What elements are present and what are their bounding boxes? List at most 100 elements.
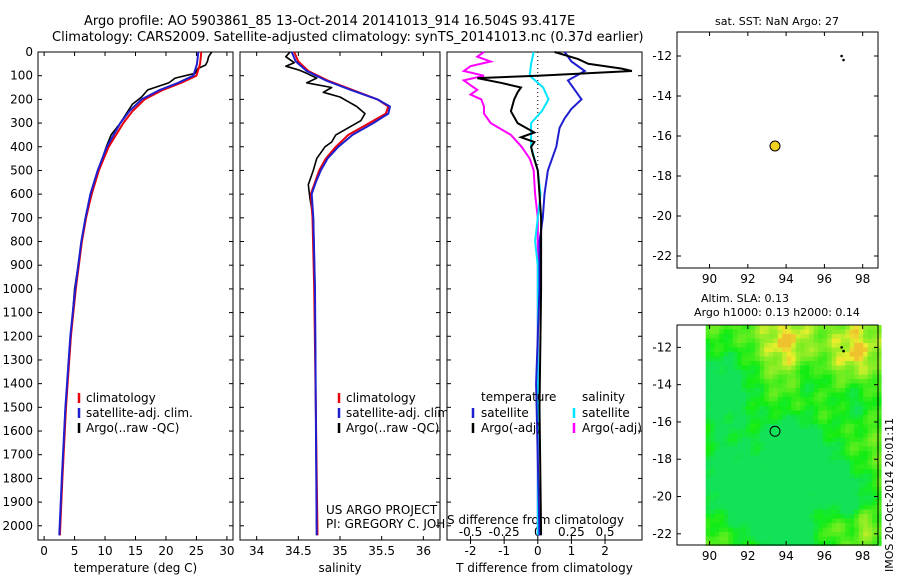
heatmap-cell (741, 325, 747, 330)
heatmap-cell (863, 478, 869, 483)
heatmap-cell (764, 536, 770, 542)
heatmap-cell (818, 424, 824, 429)
heatmap-cell (759, 361, 765, 366)
heatmap-cell (714, 356, 720, 362)
heatmap-cell (782, 424, 788, 429)
heatmap-cell (791, 518, 797, 524)
heatmap-cell (795, 460, 801, 465)
heatmap-cell (732, 532, 738, 537)
heatmap-cell (858, 442, 864, 447)
heatmap-cell (854, 442, 860, 447)
heatmap-cell (867, 343, 873, 348)
heatmap-cell (845, 329, 851, 335)
heatmap-cell (795, 352, 801, 357)
heatmap-cell (854, 406, 860, 411)
heatmap-cell (746, 532, 752, 537)
heatmap-cell (876, 532, 882, 537)
heatmap-cell (750, 334, 756, 339)
heatmap-cell (777, 419, 783, 425)
heatmap-cell (755, 509, 761, 515)
heatmap-cell (714, 514, 720, 519)
heatmap-cell (737, 356, 743, 362)
heatmap-cell (827, 455, 833, 461)
heatmap-cell (818, 410, 824, 416)
heatmap-cell (782, 356, 788, 362)
heatmap-cell (732, 352, 738, 357)
heatmap-cell (809, 460, 815, 465)
heatmap-cell (867, 500, 873, 506)
heatmap-cell (737, 460, 743, 465)
heatmap-cell (755, 388, 761, 393)
heatmap-cell (732, 365, 738, 371)
heatmap-cell (791, 514, 797, 519)
heatmap-cell (764, 406, 770, 411)
heatmap-cell (777, 347, 783, 353)
heatmap-cell (777, 491, 783, 497)
heatmap-cell (831, 509, 837, 515)
heatmap-cell (800, 514, 806, 519)
heatmap-cell (845, 365, 851, 371)
heatmap-cell (822, 442, 828, 447)
heatmap-cell (876, 325, 882, 330)
heatmap-cell (849, 329, 855, 335)
heatmap-cell (872, 469, 878, 474)
heatmap-cell (872, 329, 878, 335)
heatmap-cell (858, 473, 864, 479)
heatmap-cell (804, 365, 810, 371)
heatmap-cell (854, 365, 860, 371)
heatmap-cell (723, 437, 729, 443)
heatmap-cell (840, 446, 846, 452)
heatmap-cell (773, 518, 779, 524)
x-tick-label: 2 (601, 544, 609, 558)
heatmap-cell (836, 514, 842, 519)
heatmap-cell (764, 343, 770, 348)
heatmap-cell (863, 374, 869, 380)
heatmap-cell (732, 487, 738, 492)
heatmap-cell (759, 527, 765, 533)
heatmap-cell (714, 455, 720, 461)
heatmap-cell (714, 460, 720, 465)
heatmap-cell (800, 532, 806, 537)
heatmap-cell (872, 401, 878, 407)
heatmap-cell (759, 392, 765, 398)
heatmap-cell (750, 505, 756, 510)
heatmap-cell (746, 541, 752, 546)
heatmap-cell (809, 392, 815, 398)
heatmap-cell (840, 392, 846, 398)
heatmap-cell (737, 343, 743, 348)
heatmap-cell (863, 428, 869, 434)
heatmap-cell (755, 460, 761, 465)
heatmap-cell (863, 370, 869, 375)
heatmap-cell (804, 428, 810, 434)
heatmap-cell (773, 406, 779, 411)
heatmap-cell (800, 487, 806, 492)
heatmap-cell (863, 482, 869, 488)
heatmap-cell (786, 428, 792, 434)
heatmap-cell (791, 343, 797, 348)
heatmap-cell (804, 487, 810, 492)
heatmap-cell (777, 388, 783, 393)
heatmap-cell (876, 347, 882, 353)
heatmap-cell (719, 343, 725, 348)
heatmap-cell (719, 514, 725, 519)
heatmap-cell (723, 329, 729, 335)
heatmap-cell (800, 424, 806, 429)
heatmap-cell (741, 419, 747, 425)
heatmap-cell (822, 437, 828, 443)
heatmap-cell (750, 541, 756, 546)
heatmap-cell (728, 410, 734, 416)
heatmap-cell (840, 433, 846, 438)
heatmap-cell (791, 424, 797, 429)
series-temperature-satellite-line (535, 51, 587, 536)
heatmap-cell (795, 437, 801, 443)
heatmap-cell (782, 352, 788, 357)
heatmap-cell (818, 365, 824, 371)
heatmap-cell (710, 365, 716, 371)
heatmap-cell (863, 455, 869, 461)
heatmap-cell (728, 401, 734, 407)
heatmap-cell (876, 401, 882, 407)
heatmap-cell (791, 509, 797, 515)
heatmap-cell (777, 329, 783, 335)
heatmap-cell (741, 334, 747, 339)
heatmap-cell (876, 392, 882, 398)
